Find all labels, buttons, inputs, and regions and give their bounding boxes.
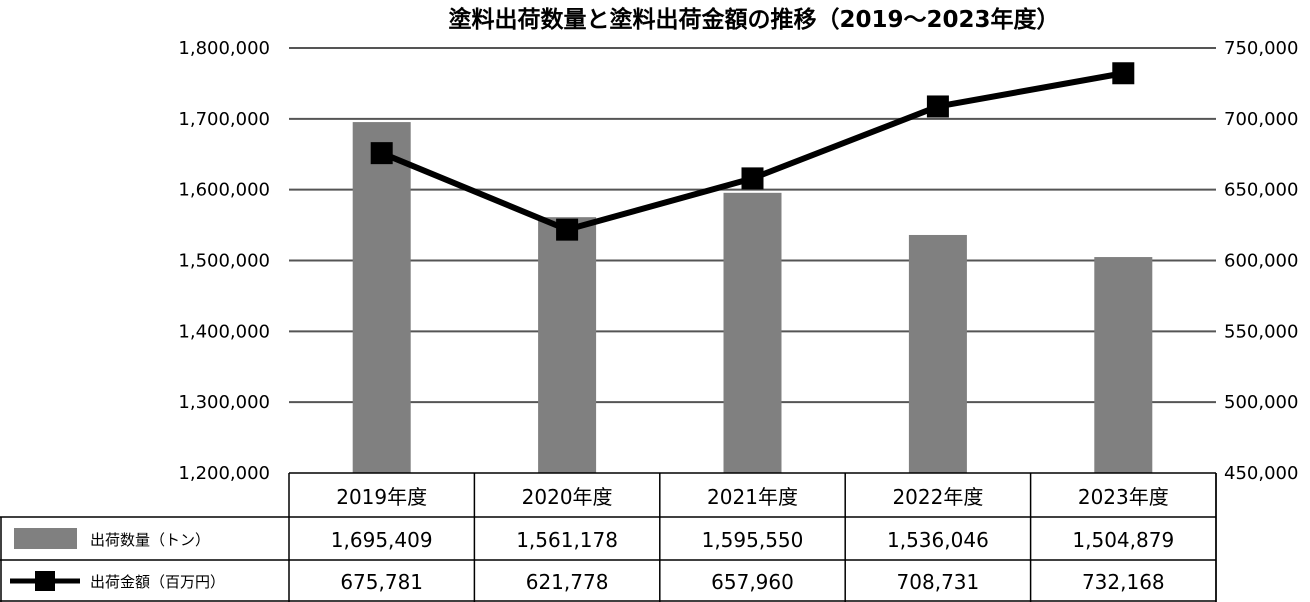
right-tick-label: 500,000 xyxy=(1224,392,1298,413)
left-tick-label: 1,300,000 xyxy=(178,392,270,413)
left-tick-label: 1,600,000 xyxy=(178,180,270,201)
category-label: 2019年度 xyxy=(336,485,427,509)
right-tick-label: 650,000 xyxy=(1224,180,1298,201)
left-tick-label: 1,400,000 xyxy=(178,321,270,342)
bar-value-cell: 1,536,046 xyxy=(887,528,989,552)
line-value-cell: 657,960 xyxy=(711,570,794,594)
line-series xyxy=(370,62,1135,241)
right-tick-label: 700,000 xyxy=(1224,109,1298,130)
right-tick-label: 450,000 xyxy=(1224,463,1298,484)
legend-bar-swatch xyxy=(14,528,77,549)
line-marker xyxy=(1112,62,1135,85)
bar xyxy=(1094,257,1153,473)
bar-value-cell: 1,695,409 xyxy=(331,528,433,552)
left-tick-label: 1,800,000 xyxy=(178,38,270,59)
bar-value-cell: 1,595,550 xyxy=(702,528,804,552)
bar-value-cell: 1,561,178 xyxy=(516,528,618,552)
category-label: 2020年度 xyxy=(522,485,613,509)
left-tick-label: 1,200,000 xyxy=(178,463,270,484)
legend-line-label: 出荷金額（百万円） xyxy=(90,573,225,591)
right-tick-label: 750,000 xyxy=(1224,38,1298,59)
left-tick-label: 1,700,000 xyxy=(178,109,270,130)
left-axis: 1,800,000 1,700,000 1,600,000 1,500,000 1,40… xyxy=(178,38,270,484)
legend-bar-label: 出荷数量（トン） xyxy=(90,531,210,549)
line-value-cell: 675,781 xyxy=(340,570,423,594)
category-label: 2022年度 xyxy=(892,485,983,509)
right-tick-label: 550,000 xyxy=(1224,321,1298,342)
line-marker xyxy=(556,218,579,241)
right-axis: 750,000 700,000 650,000 600,000 550,000 500,0… xyxy=(1224,38,1298,484)
line-value-cell: 732,168 xyxy=(1082,570,1165,594)
bar-value-cell: 1,504,879 xyxy=(1072,528,1174,552)
bar xyxy=(908,234,967,473)
chart-title: 塗料出荷数量と塗料出荷金額の推移（2019～2023年度） xyxy=(448,6,1059,33)
line-marker xyxy=(370,142,393,165)
category-label: 2023年度 xyxy=(1078,485,1169,509)
bar xyxy=(538,217,597,473)
line-value-cell: 708,731 xyxy=(897,570,980,594)
line-marker xyxy=(741,167,764,190)
bar xyxy=(352,122,411,473)
bar xyxy=(723,192,782,473)
left-tick-label: 1,500,000 xyxy=(178,251,270,272)
line-value-cell: 621,778 xyxy=(526,570,609,594)
legend-line-marker xyxy=(35,571,55,591)
category-label: 2021年度 xyxy=(707,485,798,509)
line-marker xyxy=(926,95,949,118)
bars xyxy=(352,122,1153,473)
right-tick-label: 600,000 xyxy=(1224,251,1298,272)
